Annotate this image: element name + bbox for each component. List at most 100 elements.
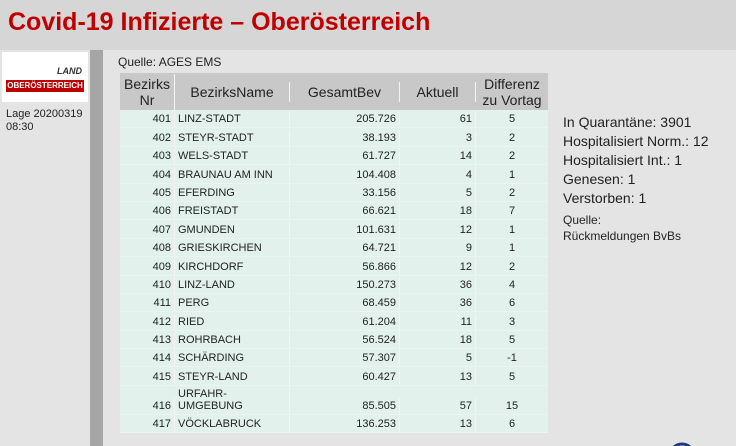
cell: 15 bbox=[505, 399, 519, 412]
cell: 415 bbox=[120, 368, 175, 385]
sidebar-strip bbox=[90, 50, 103, 446]
cell: 13 bbox=[400, 368, 476, 385]
cell: 56.524 bbox=[290, 332, 400, 349]
cell: 11 bbox=[400, 313, 476, 330]
cell: 205.726 bbox=[290, 111, 400, 128]
cell: 410 bbox=[120, 276, 175, 293]
cell: 5 bbox=[508, 113, 516, 126]
cell-text: GRIESKIRCHEN bbox=[178, 242, 262, 255]
table-row: 407 GMUNDEN 101.631 12 1 bbox=[120, 220, 548, 239]
cell: 408 bbox=[120, 240, 175, 257]
cell: STEYR-STADT bbox=[175, 129, 290, 146]
cell: RIED bbox=[175, 313, 290, 330]
table-row: 414 SCHÄRDING 57.307 5 -1 bbox=[120, 349, 548, 368]
summary-line: Verstorben: 1 bbox=[563, 190, 647, 206]
cell: 409 bbox=[120, 258, 175, 275]
cell: 14 bbox=[400, 148, 476, 165]
cell-text: SCHÄRDING bbox=[178, 352, 245, 365]
cell: 85.505 bbox=[290, 397, 400, 414]
cell: 150.273 bbox=[290, 276, 400, 293]
cell: 101.631 bbox=[290, 221, 400, 238]
cell-text: KIRCHDORF bbox=[178, 260, 244, 273]
logo: LAND OBERÖSTERREICH bbox=[2, 52, 88, 102]
cell: 5 bbox=[508, 334, 516, 347]
logo-text: OBERÖSTERREICH bbox=[6, 80, 84, 92]
summary-line: Genesen: 1 bbox=[563, 171, 636, 187]
cell: VÖCKLABRUCK bbox=[175, 416, 290, 433]
cell: 66.621 bbox=[290, 203, 400, 220]
cell-text: RIED bbox=[178, 315, 205, 328]
table-row: 402 STEYR-STADT 38.193 3 2 bbox=[120, 128, 548, 147]
cell-text: LINZ-LAND bbox=[178, 278, 235, 291]
cell-text: FREISTADT bbox=[178, 205, 239, 218]
cell: 403 bbox=[120, 148, 175, 165]
cell: 404 bbox=[120, 166, 175, 183]
title-bar: Covid-19 Infizierte – Oberösterreich bbox=[0, 0, 736, 50]
cell: 12 bbox=[400, 258, 476, 275]
cell: WELS-STADT bbox=[175, 148, 290, 165]
cell-text: STEYR-LAND bbox=[178, 370, 248, 383]
cell: 5 bbox=[400, 350, 476, 367]
table-row: 404 BRAUNAU AM INN 104.408 4 1 bbox=[120, 165, 548, 184]
cell: 1 bbox=[508, 242, 516, 255]
cell: 6 bbox=[508, 418, 516, 431]
cell: 61 bbox=[400, 111, 476, 128]
cell: 18 bbox=[400, 203, 476, 220]
table-row: 416 URFAHR-UMGEBUNG 85.505 57 15 bbox=[120, 385, 548, 415]
summary: In Quarantäne: 3901 Hospitalisiert Norm.:… bbox=[563, 113, 709, 208]
cell: PERG bbox=[175, 295, 290, 312]
cell: 64.721 bbox=[290, 240, 400, 257]
summary-line: In Quarantäne: 3901 bbox=[563, 114, 692, 130]
cell: 61.727 bbox=[290, 148, 400, 165]
cell: 13 bbox=[400, 416, 476, 433]
cell-text: PERG bbox=[178, 297, 210, 310]
cell-text: BRAUNAU AM INN bbox=[178, 168, 273, 181]
column-header: BezirksName bbox=[175, 81, 290, 102]
table-row: 408 GRIESKIRCHEN 64.721 9 1 bbox=[120, 238, 548, 258]
cell: 411 bbox=[120, 295, 175, 312]
cell: -1 bbox=[507, 352, 517, 365]
cell-text: STEYR-STADT bbox=[178, 131, 254, 144]
cell: 9 bbox=[400, 240, 476, 257]
table: Bezirks Nr BezirksName GesamtBev Aktuell Dif… bbox=[120, 73, 548, 434]
cell: 401 bbox=[120, 111, 175, 128]
cell: 414 bbox=[120, 350, 175, 367]
status-time: 08:30 bbox=[6, 121, 34, 133]
cell: 405 bbox=[120, 184, 175, 201]
cell: 36 bbox=[400, 276, 476, 293]
cell: KIRCHDORF bbox=[175, 258, 290, 275]
logo-text: LAND bbox=[57, 66, 82, 76]
cell: LINZ-STADT bbox=[175, 111, 290, 128]
table-row: 412 RIED 61.204 11 3 bbox=[120, 312, 548, 331]
cell: GRIESKIRCHEN bbox=[175, 240, 290, 257]
cell: 4 bbox=[508, 278, 516, 291]
source: Quelle: AGES EMS bbox=[118, 55, 222, 69]
cell: FREISTADT bbox=[175, 203, 290, 220]
summary-source: Quelle: Rückmeldungen BvBs bbox=[563, 212, 681, 244]
cell-text: EFERDING bbox=[178, 186, 235, 199]
cell: 33.156 bbox=[290, 184, 400, 201]
cell: ROHRBACH bbox=[175, 332, 290, 349]
status-date: Lage 20200319 bbox=[6, 108, 83, 120]
cell: 2 bbox=[508, 186, 516, 199]
cell: 5 bbox=[400, 184, 476, 201]
cell: 1 bbox=[508, 168, 516, 181]
cell: 136.253 bbox=[290, 416, 400, 433]
table-row: 410 LINZ-LAND 150.273 36 4 bbox=[120, 275, 548, 294]
cell: 406 bbox=[120, 203, 175, 220]
cell: 2 bbox=[508, 260, 516, 273]
summary-line: Hospitalisiert Norm.: 12 bbox=[563, 133, 709, 149]
icon bbox=[672, 442, 692, 446]
cell: 60.427 bbox=[290, 368, 400, 385]
cell: STEYR-LAND bbox=[175, 368, 290, 385]
cell: URFAHR-UMGEBUNG bbox=[175, 385, 290, 414]
table-row: 417 VÖCKLABRUCK 136.253 13 6 bbox=[120, 414, 548, 434]
cell: 402 bbox=[120, 129, 175, 146]
cell-text: WELS-STADT bbox=[178, 150, 249, 163]
label: Quelle: bbox=[563, 213, 602, 227]
column-header: Bezirks Nr bbox=[120, 73, 175, 110]
cell: GMUNDEN bbox=[175, 221, 290, 238]
column-header: Differenz zu Vortag bbox=[482, 75, 542, 108]
cell: 68.459 bbox=[290, 295, 400, 312]
